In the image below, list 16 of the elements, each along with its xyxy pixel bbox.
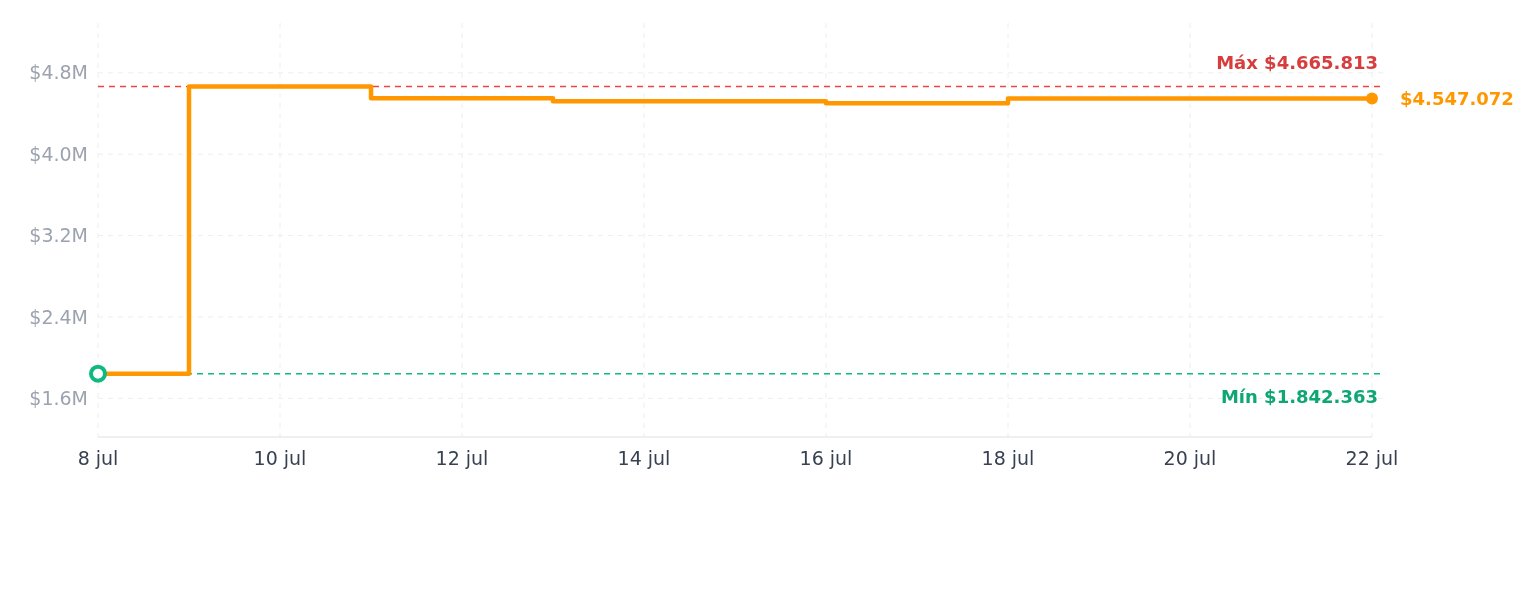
- x-tick-label: 20 jul: [1163, 447, 1217, 469]
- x-tick-label: 22 jul: [1345, 447, 1399, 469]
- y-tick-label: $4.8M: [29, 61, 88, 84]
- x-tick-label: 8 jul: [77, 447, 119, 469]
- y-tick-label: $3.2M: [29, 224, 88, 247]
- x-tick-label: 18 jul: [981, 447, 1035, 469]
- annotation: $4.547.072: [1400, 87, 1514, 109]
- x-tick-label: 16 jul: [799, 447, 853, 469]
- ref-line-label: Mín $1.842.363: [1220, 385, 1378, 407]
- y-tick-label: $2.4M: [29, 305, 88, 328]
- y-tick-label: $1.6M: [29, 387, 88, 409]
- x-tick-label: 12 jul: [435, 447, 489, 469]
- x-tick-label: 10 jul: [253, 447, 307, 469]
- x-tick-label: 14 jul: [617, 447, 671, 469]
- y-tick-label: $4.0M: [29, 142, 88, 165]
- ref-line-label: Máx $4.665.813: [1216, 52, 1378, 74]
